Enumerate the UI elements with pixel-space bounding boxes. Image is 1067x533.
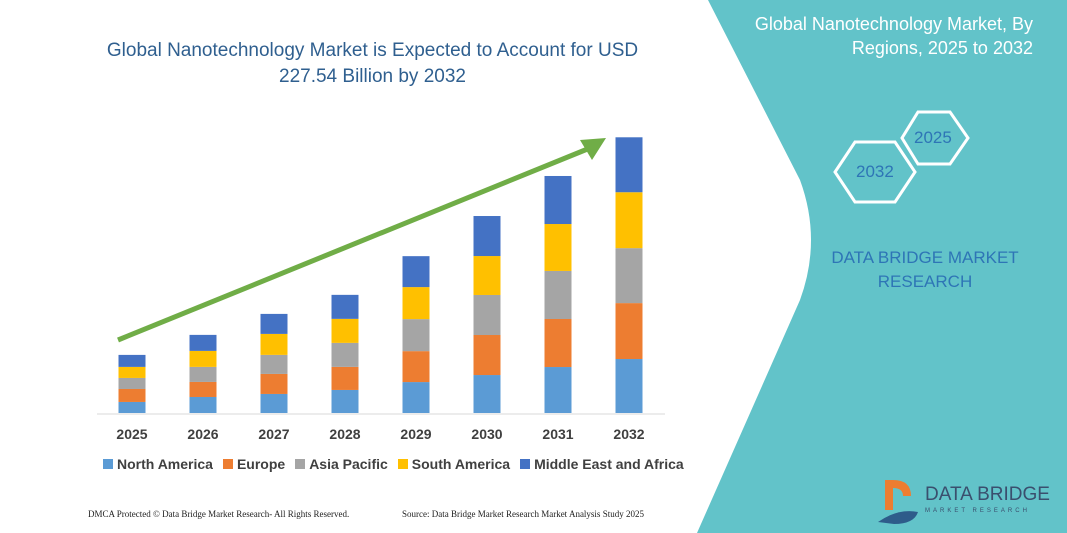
chart-title: Global Nanotechnology Market is Expected…	[106, 40, 639, 87]
bar-2032-middle-east-and-africa	[615, 137, 643, 193]
bar-2029-north-america	[402, 382, 430, 413]
hex-label-2032: 2032	[856, 162, 894, 181]
bar-2026-north-america	[189, 396, 217, 413]
x-tick-label: 2025	[116, 426, 147, 442]
bar-2028-asia-pacific	[331, 342, 359, 367]
hex-label-2025: 2025	[914, 128, 952, 147]
bar-2030-north-america	[473, 375, 501, 413]
bar-2029-europe	[402, 351, 430, 383]
bar-2027-europe	[260, 373, 288, 394]
footer-copyright: DMCA Protected © Data Bridge Market Rese…	[88, 509, 350, 519]
bar-2032-north-america	[615, 359, 643, 413]
chart-area: 2025 2026 2027 2028 2029 2030 2031 2032	[116, 137, 645, 442]
bar-2027-north-america	[260, 393, 288, 413]
legend-item: Europe	[222, 456, 286, 472]
bar-2026-middle-east-and-africa	[189, 334, 217, 351]
bar-2028-south-america	[331, 318, 359, 343]
logo-subtext: MARKET RESEARCH	[925, 508, 1030, 514]
bar-2029-middle-east-and-africa	[402, 256, 430, 288]
x-tick-label: 2029	[400, 426, 431, 442]
bar-2031-middle-east-and-africa	[544, 175, 572, 225]
bar-2027-south-america	[260, 333, 288, 355]
footer-source: Source: Data Bridge Market Research Mark…	[402, 509, 644, 519]
bar-2026-europe	[189, 381, 217, 397]
bar-2030-asia-pacific	[473, 294, 501, 336]
x-tick-label: 2030	[471, 426, 502, 442]
logo-text: DATA BRIDGE	[925, 484, 1050, 505]
legend-item: South America	[397, 456, 511, 472]
bar-2030-middle-east-and-africa	[473, 216, 501, 257]
bar-2029-asia-pacific	[402, 319, 430, 352]
panel-title: Global Nanotechnology Market, By Regions…	[754, 14, 1033, 58]
legend-label: Europe	[236, 456, 286, 472]
legend-item: Asia Pacific	[295, 456, 388, 472]
bar-2031-north-america	[544, 367, 572, 413]
x-tick-label: 2028	[329, 426, 360, 442]
legend-item: Middle East and Africa	[520, 456, 684, 472]
trend-arrow-head	[580, 138, 606, 160]
legend-swatch	[295, 459, 306, 469]
bar-2032-south-america	[615, 192, 643, 249]
bar-2028-europe	[331, 366, 359, 390]
bar-2032-asia-pacific	[615, 248, 643, 304]
x-tick-label: 2027	[258, 426, 289, 442]
bar-2028-middle-east-and-africa	[331, 294, 359, 319]
bar-2027-middle-east-and-africa	[260, 313, 288, 334]
legend-item: North America	[103, 456, 213, 472]
bar-2030-south-america	[473, 256, 501, 295]
bar-2029-south-america	[402, 287, 430, 320]
legend-swatch	[103, 459, 113, 469]
bar-2031-south-america	[544, 224, 572, 271]
legend-swatch	[520, 459, 531, 469]
legend: North America Europe Asia Pacific South Ame…	[103, 456, 684, 472]
bar-2025-asia-pacific	[118, 377, 146, 389]
legend-label: South America	[411, 456, 511, 472]
bar-2026-asia-pacific	[189, 366, 217, 382]
bar-2027-asia-pacific	[260, 354, 288, 374]
x-tick-label: 2031	[542, 426, 573, 442]
brand-text: DATA BRIDGE MARKET RESEARCH	[831, 248, 1019, 291]
legend-label: North America	[117, 456, 213, 472]
bar-2025-europe	[118, 388, 146, 402]
legend-label: Middle East and Africa	[534, 456, 684, 472]
logo-icon	[878, 480, 918, 524]
bar-2032-europe	[615, 303, 643, 360]
bar-2031-europe	[544, 318, 572, 368]
trend-arrow	[117, 145, 591, 343]
bar-2026-south-america	[189, 350, 217, 367]
bar-2025-north-america	[118, 401, 146, 413]
bar-2025-middle-east-and-africa	[118, 354, 146, 367]
x-tick-label: 2032	[613, 426, 644, 442]
hexagon-2032	[833, 140, 917, 204]
bar-2030-europe	[473, 335, 501, 376]
hexagon-2025	[900, 110, 970, 166]
legend-label: Asia Pacific	[309, 456, 388, 472]
bar-2031-asia-pacific	[544, 270, 572, 319]
legend-swatch	[397, 459, 408, 469]
bar-2028-north-america	[331, 389, 359, 413]
bar-2025-south-america	[118, 366, 146, 378]
x-tick-label: 2026	[187, 426, 218, 442]
legend-swatch	[222, 459, 233, 469]
side-panel	[697, 0, 1067, 533]
